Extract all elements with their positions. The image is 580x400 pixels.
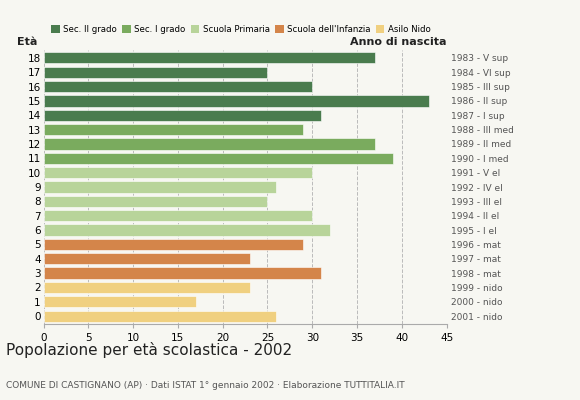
Bar: [44, 110, 321, 121]
Bar: [44, 296, 196, 307]
Bar: [44, 52, 375, 64]
Bar: [44, 67, 267, 78]
Legend: Sec. II grado, Sec. I grado, Scuola Primaria, Scuola dell'Infanzia, Asilo Nido: Sec. II grado, Sec. I grado, Scuola Prim…: [48, 22, 434, 38]
Text: COMUNE DI CASTIGNANO (AP) · Dati ISTAT 1° gennaio 2002 · Elaborazione TUTTITALIA: COMUNE DI CASTIGNANO (AP) · Dati ISTAT 1…: [6, 381, 404, 390]
Bar: [44, 167, 312, 178]
Bar: [44, 239, 303, 250]
Bar: [44, 153, 393, 164]
Bar: [44, 95, 429, 106]
Bar: [44, 210, 312, 221]
Bar: [44, 253, 249, 264]
Text: Età: Età: [17, 37, 38, 47]
Text: Anno di nascita: Anno di nascita: [350, 37, 447, 47]
Bar: [44, 282, 249, 293]
Bar: [44, 224, 330, 236]
Bar: [44, 196, 267, 207]
Text: Popolazione per età scolastica - 2002: Popolazione per età scolastica - 2002: [6, 342, 292, 358]
Bar: [44, 81, 312, 92]
Bar: [44, 268, 321, 279]
Bar: [44, 138, 375, 150]
Bar: [44, 310, 277, 322]
Bar: [44, 124, 303, 135]
Bar: [44, 182, 277, 192]
